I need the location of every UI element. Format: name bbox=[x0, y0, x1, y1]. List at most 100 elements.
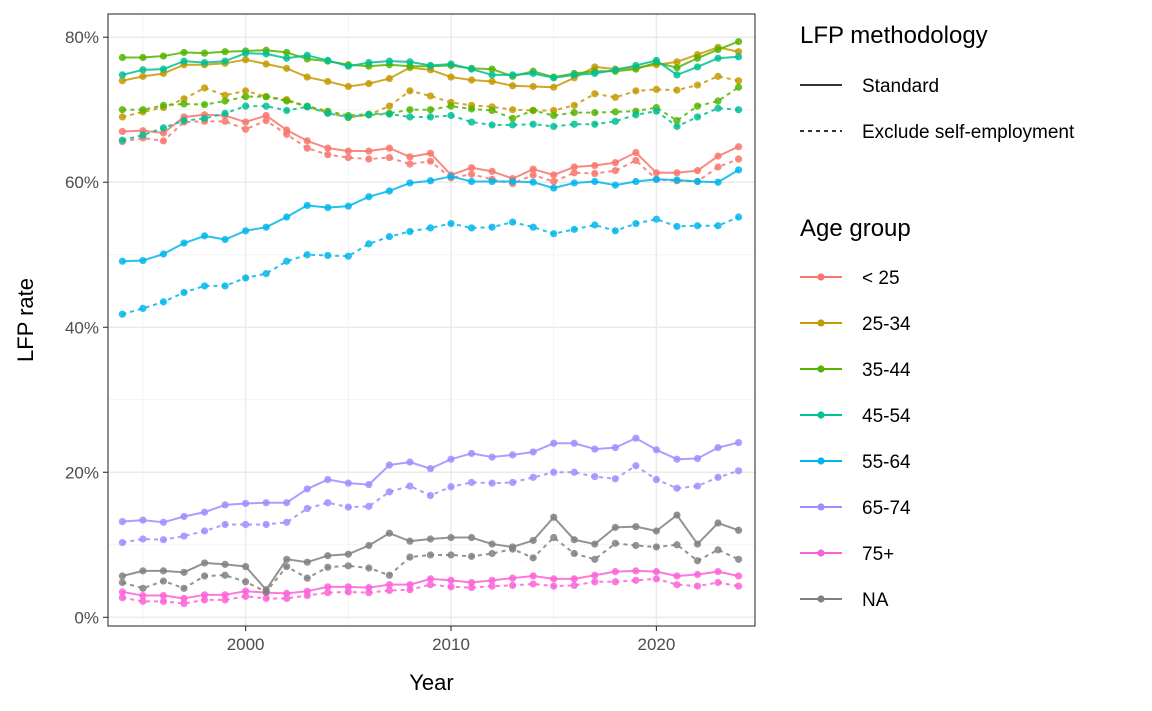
data-point bbox=[303, 251, 311, 259]
data-point bbox=[570, 101, 578, 109]
data-point bbox=[221, 57, 229, 65]
data-point bbox=[734, 106, 743, 114]
data-point bbox=[324, 144, 332, 152]
data-point bbox=[611, 539, 619, 547]
data-point bbox=[303, 103, 311, 111]
data-point bbox=[509, 114, 517, 123]
data-point bbox=[118, 578, 126, 587]
legend-color-point bbox=[817, 549, 825, 557]
data-point bbox=[242, 227, 250, 235]
data-point bbox=[509, 218, 517, 226]
data-point bbox=[180, 95, 188, 103]
legend-color-point bbox=[817, 457, 825, 465]
data-point bbox=[324, 77, 332, 86]
data-point bbox=[467, 76, 476, 84]
data-point bbox=[344, 147, 352, 155]
data-point bbox=[118, 113, 126, 121]
data-point bbox=[652, 543, 661, 551]
data-point bbox=[283, 64, 291, 72]
data-point bbox=[673, 176, 681, 184]
data-point bbox=[180, 48, 188, 57]
data-point bbox=[652, 107, 661, 115]
legend-linetype-label: Exclude self-employment bbox=[862, 122, 1075, 143]
data-point bbox=[180, 584, 188, 592]
data-point bbox=[221, 48, 229, 56]
data-point bbox=[734, 53, 743, 61]
data-point bbox=[529, 120, 537, 128]
legend-color-title: Age group bbox=[800, 215, 911, 242]
series-45-54-exclude_self_employment bbox=[118, 102, 743, 144]
data-point bbox=[324, 56, 332, 65]
data-point bbox=[324, 589, 332, 597]
data-point bbox=[570, 581, 578, 589]
data-point bbox=[324, 151, 332, 159]
data-point bbox=[344, 113, 352, 121]
x-tick-label: 2000 bbox=[227, 635, 265, 654]
data-point bbox=[550, 83, 558, 91]
data-point bbox=[159, 591, 168, 600]
data-point bbox=[714, 104, 722, 112]
data-point bbox=[673, 169, 681, 177]
data-point bbox=[632, 156, 640, 165]
data-point bbox=[611, 93, 619, 101]
data-point bbox=[591, 571, 599, 579]
data-point bbox=[221, 109, 229, 117]
data-point bbox=[406, 581, 414, 589]
data-point bbox=[529, 448, 537, 456]
data-point bbox=[242, 118, 250, 126]
data-point bbox=[139, 131, 147, 139]
data-point bbox=[509, 71, 517, 79]
data-point bbox=[693, 54, 702, 62]
data-point bbox=[426, 106, 435, 114]
data-point bbox=[591, 120, 599, 128]
data-point bbox=[242, 587, 250, 595]
data-point bbox=[488, 223, 496, 231]
legend-linetype-title: LFP methodology bbox=[800, 22, 988, 49]
data-point bbox=[714, 222, 722, 230]
data-point bbox=[283, 518, 291, 526]
data-point bbox=[611, 475, 619, 483]
data-point bbox=[242, 102, 250, 110]
data-point bbox=[550, 177, 558, 186]
data-point bbox=[632, 523, 640, 531]
data-point bbox=[262, 586, 270, 594]
data-point bbox=[550, 513, 558, 521]
data-point bbox=[283, 562, 291, 571]
data-point bbox=[262, 520, 270, 529]
data-point bbox=[509, 121, 517, 129]
x-tick-label: 2020 bbox=[637, 635, 675, 654]
data-point bbox=[118, 588, 126, 596]
data-point bbox=[118, 71, 126, 79]
data-point bbox=[139, 72, 147, 80]
data-point bbox=[529, 106, 537, 115]
data-point bbox=[180, 599, 188, 608]
data-point bbox=[200, 591, 209, 599]
data-point bbox=[591, 109, 599, 117]
data-point bbox=[406, 153, 414, 161]
data-point bbox=[365, 502, 373, 510]
legend-color-label: < 25 bbox=[862, 268, 900, 289]
data-point bbox=[570, 225, 578, 233]
data-point bbox=[406, 179, 414, 187]
data-point bbox=[467, 224, 476, 232]
data-point bbox=[714, 45, 722, 54]
data-point bbox=[200, 572, 209, 580]
data-point bbox=[385, 488, 393, 496]
data-point bbox=[365, 147, 373, 155]
data-point bbox=[200, 596, 209, 604]
data-point bbox=[221, 596, 229, 604]
data-point bbox=[447, 102, 455, 110]
data-point bbox=[406, 458, 414, 466]
data-point bbox=[303, 73, 311, 81]
data-point bbox=[673, 572, 681, 580]
data-point bbox=[570, 536, 578, 544]
series-65-74-standard bbox=[118, 434, 743, 526]
data-point bbox=[262, 111, 270, 120]
x-axis: 2000 2010 2020 bbox=[227, 626, 675, 654]
data-point bbox=[365, 589, 373, 597]
data-point bbox=[344, 202, 352, 210]
data-point bbox=[365, 193, 373, 201]
data-point bbox=[611, 181, 619, 189]
data-point bbox=[242, 125, 250, 133]
data-point bbox=[529, 572, 537, 580]
